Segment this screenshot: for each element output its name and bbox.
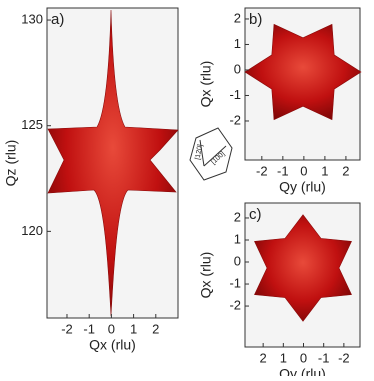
panel: -2 -1 0 1 2 120 125 130 a) Qx (rlu) Qz (rlu) xyxy=(3,7,179,353)
y-tick-label: 120 xyxy=(21,223,43,238)
y-tick-label: 1 xyxy=(234,231,241,246)
x-axis-label: Qy (rlu) xyxy=(279,366,326,376)
x-tick-label: 1 xyxy=(280,350,287,365)
x-tick-label: -2 xyxy=(61,321,73,336)
y-tick-label: 0 xyxy=(234,61,241,76)
surface xyxy=(254,214,352,322)
x-axis-label: Qy (rlu) xyxy=(279,179,326,195)
x-axis-label: Qx (rlu) xyxy=(89,337,136,353)
arrow xyxy=(199,139,205,167)
x-tick-label: -1 xyxy=(83,321,95,336)
x-tick-label: 2 xyxy=(152,321,159,336)
x-tick-label: -2 xyxy=(338,350,350,365)
panel-label: a) xyxy=(51,11,64,28)
inset-label: [120] xyxy=(195,144,205,161)
y-tick-label: 125 xyxy=(21,117,43,132)
x-tick-label: 0 xyxy=(108,321,115,336)
panel-label: c) xyxy=(249,206,262,223)
y-tick-label: 130 xyxy=(21,11,43,26)
x-tick-label: 1 xyxy=(130,321,137,336)
y-tick-label: 2 xyxy=(234,10,241,25)
x-tick-label: 0 xyxy=(300,350,307,365)
x-tick-label: -1 xyxy=(318,350,330,365)
arrow xyxy=(203,145,227,167)
surface xyxy=(244,23,362,121)
x-tick-label: 2 xyxy=(342,163,349,178)
y-tick-label: -1 xyxy=(229,275,241,290)
y-tick-label: -1 xyxy=(229,87,241,102)
x-tick-label: -2 xyxy=(256,163,268,178)
y-tick-label: 2 xyxy=(234,209,241,224)
y-axis-label: Qx (rlu) xyxy=(198,61,214,108)
inset: [120] [100] xyxy=(189,127,233,181)
x-tick-label: 1 xyxy=(321,163,328,178)
y-tick-label: 0 xyxy=(234,253,241,268)
x-tick-label: -1 xyxy=(277,163,289,178)
y-axis-label: Qz (rlu) xyxy=(3,140,19,187)
y-tick-label: -2 xyxy=(229,112,241,127)
y-axis-label: Qx (rlu) xyxy=(198,252,214,299)
x-tick-label: 2 xyxy=(260,350,267,365)
panel-label: b) xyxy=(249,11,262,28)
y-tick-label: -2 xyxy=(229,297,241,312)
x-tick-label: 0 xyxy=(300,163,307,178)
y-tick-label: 1 xyxy=(234,36,241,51)
